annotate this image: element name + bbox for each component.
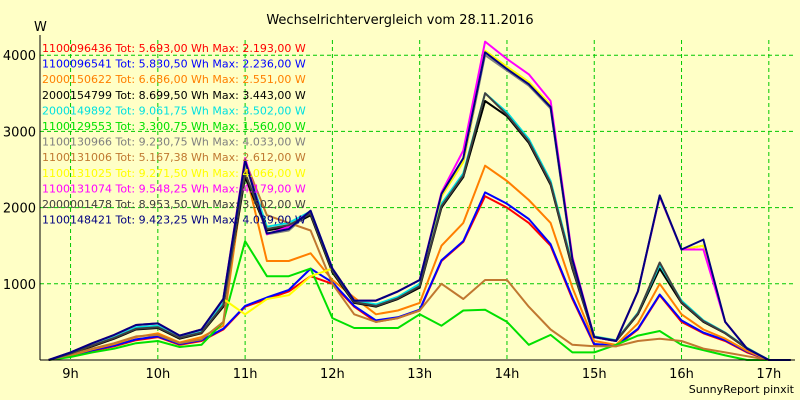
x-tick-label: 15h — [582, 367, 607, 382]
x-tick-label: 11h — [233, 367, 258, 382]
x-tick-label: 10h — [145, 367, 170, 382]
series-line-8 — [48, 160, 791, 361]
x-tick-label: 17h — [756, 367, 781, 382]
legend-entry-2: 1100096541 Tot: 5.830,50 Wh Max: 2.236,0… — [42, 58, 306, 71]
y-tick-label: 4000 — [3, 49, 36, 64]
x-tick-label: 14h — [495, 367, 520, 382]
y-axis-unit-label: W — [34, 20, 47, 35]
series-lines — [48, 40, 791, 361]
legend-entry-9: 1100131025 Tot: 9.271,50 Wh Max: 4.066,0… — [42, 167, 306, 180]
legend-entry-5: 2000149892 Tot: 9.061,75 Wh Max: 3.502,0… — [42, 104, 306, 117]
legend-entry-12: 1100148421 Tot: 9.423,25 Wh Max: 4.039,0… — [42, 214, 306, 227]
axes — [39, 35, 795, 361]
legend-entry-11: 2000001478 Tot: 8.953,50 Wh Max: 3.502,0… — [42, 198, 306, 211]
legend: 1100096436 Tot: 5.693,00 Wh Max: 2.193,0… — [42, 42, 306, 227]
legend-entry-4: 2000154799 Tot: 8.699,50 Wh Max: 3.443,0… — [42, 89, 306, 102]
x-tick-labels: 9h 10h 11h 12h 13h 14h 15h 16h 17h — [62, 367, 781, 382]
y-tick-label: 1000 — [3, 278, 36, 293]
y-tick-label: 2000 — [3, 202, 36, 217]
series-line-12 — [48, 51, 791, 361]
chart-title: Wechselrichtervergleich vom 28.11.2016 — [266, 13, 533, 28]
x-tick-label: 12h — [320, 367, 345, 382]
legend-entry-3: 2000150622 Tot: 6.686,00 Wh Max: 2.551,0… — [42, 73, 306, 86]
series-line-6 — [48, 240, 791, 361]
y-tick-labels: 1000 2000 3000 4000 — [3, 49, 36, 293]
legend-entry-6: 1100129553 Tot: 3.300,75 Wh Max: 1.560,0… — [42, 120, 306, 133]
legend-entry-7: 1100130966 Tot: 9.230,75 Wh Max: 4.033,0… — [42, 136, 306, 149]
footer-credit: SunnyReport pinxit — [689, 383, 795, 396]
x-tick-label: 16h — [669, 367, 694, 382]
series-line-11 — [48, 92, 791, 361]
legend-entry-8: 1100131006 Tot: 5.167,38 Wh Max: 2.612,0… — [42, 151, 306, 164]
y-tick-label: 3000 — [3, 125, 36, 140]
legend-entry-10: 1100131074 Tot: 9.548,25 Wh Max: 4.179,0… — [42, 182, 306, 195]
x-tick-label: 9h — [62, 367, 79, 382]
x-tick-label: 13h — [407, 367, 432, 382]
legend-entry-1: 1100096436 Tot: 5.693,00 Wh Max: 2.193,0… — [42, 42, 306, 55]
